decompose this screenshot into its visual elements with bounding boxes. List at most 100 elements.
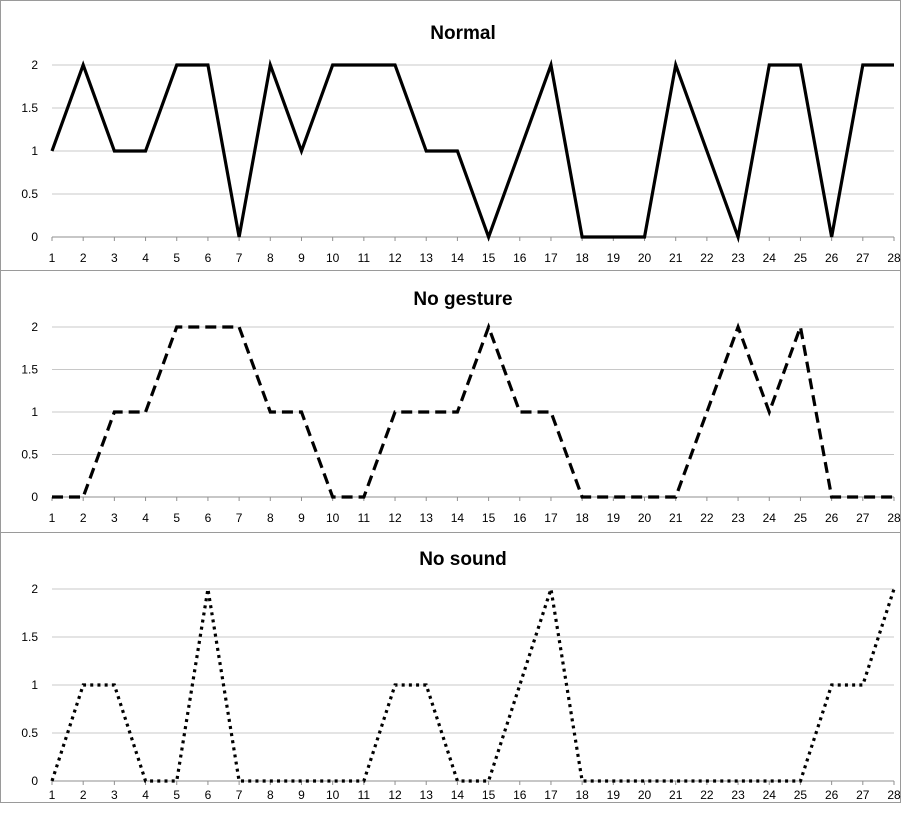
x-tick-label: 9 xyxy=(298,788,305,802)
x-tick-label: 10 xyxy=(326,511,340,525)
x-tick-label: 21 xyxy=(669,511,683,525)
x-tick-label: 13 xyxy=(420,251,434,265)
y-tick-label: 1.5 xyxy=(21,630,38,644)
x-tick-label: 12 xyxy=(388,511,402,525)
x-tick-label: 27 xyxy=(856,788,870,802)
y-tick-label: 2 xyxy=(31,582,38,596)
x-tick-label: 7 xyxy=(236,511,243,525)
chart-panel-no-sound: No sound 0 0.5 1 1.5 2 1 2 3 4 5 6 7 8 9 10 11 12 13 14 15 16… xyxy=(0,533,901,803)
x-tick-label: 19 xyxy=(607,788,621,802)
x-tick-label: 25 xyxy=(794,251,808,265)
x-tick-label: 8 xyxy=(267,788,274,802)
x-tick-label: 2 xyxy=(80,251,87,265)
x-tick-label: 16 xyxy=(513,251,527,265)
x-tick-label: 11 xyxy=(358,788,371,802)
x-tick-label: 26 xyxy=(825,788,839,802)
chart-panel-no-gesture: No gesture 0 0.5 1 1.5 2 1 2 3 4 5 6 7 8 9 10 11 12 13 14 15… xyxy=(0,271,901,533)
y-tick-label: 1.5 xyxy=(21,363,38,377)
chart-panel-normal: Normal 0 0.5 1 1.5 2 1 2 3 4 5 6 7 8 9 10 11 12 13 14 15 16 17… xyxy=(0,0,901,271)
x-tick-label: 5 xyxy=(173,511,180,525)
x-tick-label: 20 xyxy=(638,251,652,265)
x-tick-label: 1 xyxy=(49,251,56,265)
x-tick-label: 16 xyxy=(513,788,527,802)
y-tick-label: 2 xyxy=(31,58,38,72)
x-tick-label: 18 xyxy=(575,788,589,802)
x-tick-label: 1 xyxy=(49,511,56,525)
x-tick-label: 18 xyxy=(575,251,589,265)
x-tick-label: 18 xyxy=(575,511,589,525)
x-tick-label: 4 xyxy=(142,251,149,265)
x-tick-label: 23 xyxy=(731,251,745,265)
x-tick-label: 5 xyxy=(173,251,180,265)
y-tick-label: 0 xyxy=(31,774,38,788)
series-line xyxy=(50,58,894,244)
x-tick-label: 26 xyxy=(825,511,839,525)
y-tick-label: 1.5 xyxy=(21,101,38,115)
x-tick-label: 14 xyxy=(451,511,465,525)
x-tick-label: 6 xyxy=(205,511,212,525)
series-line xyxy=(50,588,896,783)
x-tick-label: 9 xyxy=(298,511,305,525)
x-tick-label: 3 xyxy=(111,511,118,525)
x-tick-label: 26 xyxy=(825,251,839,265)
x-tick-label: 20 xyxy=(638,511,652,525)
x-tick-label: 19 xyxy=(607,511,621,525)
x-tick-label: 24 xyxy=(763,511,777,525)
x-tick-label: 25 xyxy=(794,788,808,802)
x-tick-label: 27 xyxy=(856,251,870,265)
x-tick-label: 8 xyxy=(267,251,274,265)
x-tick-label: 21 xyxy=(669,251,683,265)
x-tick-label: 22 xyxy=(700,511,714,525)
x-tick-label: 27 xyxy=(856,511,870,525)
x-tick-label: 15 xyxy=(482,511,496,525)
x-tick-label: 7 xyxy=(236,251,243,265)
x-tick-label: 25 xyxy=(794,511,808,525)
x-tick-label: 28 xyxy=(887,788,901,802)
x-tick-label: 17 xyxy=(544,788,558,802)
x-tick-label: 6 xyxy=(205,788,212,802)
x-tick-label: 23 xyxy=(731,788,745,802)
x-tick-label: 24 xyxy=(763,788,777,802)
series-line xyxy=(52,320,894,499)
y-tick-label: 1 xyxy=(31,405,38,419)
x-tick-label: 15 xyxy=(482,788,496,802)
y-tick-label: 0 xyxy=(31,490,38,504)
x-tick-label: 21 xyxy=(669,788,683,802)
x-tick-label: 11 xyxy=(358,511,371,525)
chart-title: No gesture xyxy=(413,289,512,310)
x-tick-label: 28 xyxy=(887,511,901,525)
x-tick-label: 2 xyxy=(80,788,87,802)
x-tick-label: 10 xyxy=(326,788,340,802)
y-tick-label: 0.5 xyxy=(21,448,38,462)
x-tick-label: 2 xyxy=(80,511,87,525)
x-tick-label: 11 xyxy=(358,251,371,265)
x-tick-label: 22 xyxy=(700,788,714,802)
x-tick-label: 12 xyxy=(388,788,402,802)
x-tick-label: 9 xyxy=(298,251,305,265)
x-tick-label: 6 xyxy=(205,251,212,265)
x-tick-label: 19 xyxy=(607,251,621,265)
x-tick-label: 24 xyxy=(763,251,777,265)
x-tick-label: 8 xyxy=(267,511,274,525)
x-tick-label: 13 xyxy=(420,788,434,802)
x-tick-label: 10 xyxy=(326,251,340,265)
x-tick-label: 17 xyxy=(544,251,558,265)
x-tick-label: 3 xyxy=(111,788,118,802)
x-tick-label: 4 xyxy=(142,788,149,802)
x-tick-label: 15 xyxy=(482,251,496,265)
x-tick-label: 16 xyxy=(513,511,527,525)
x-tick-label: 5 xyxy=(173,788,180,802)
x-tick-label: 17 xyxy=(544,511,558,525)
chart-title: No sound xyxy=(419,549,507,570)
chart-title: Normal xyxy=(430,23,495,44)
x-tick-label: 13 xyxy=(420,511,434,525)
x-tick-label: 3 xyxy=(111,251,118,265)
y-tick-label: 0 xyxy=(31,230,38,244)
x-tick-label: 28 xyxy=(887,251,901,265)
x-tick-label: 20 xyxy=(638,788,652,802)
y-tick-label: 1 xyxy=(31,678,38,692)
y-tick-label: 2 xyxy=(31,320,38,334)
